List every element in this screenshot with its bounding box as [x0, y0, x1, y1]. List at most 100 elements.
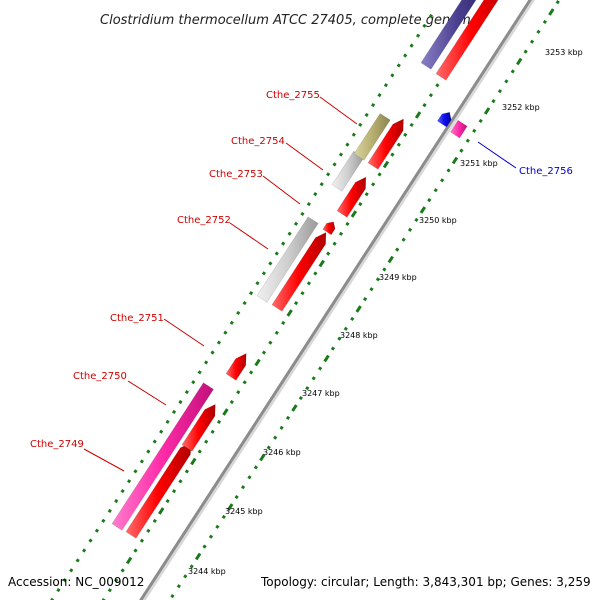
- major-tick: [323, 354, 330, 363]
- minor-tick: [318, 366, 323, 371]
- minor-tick: [114, 498, 119, 504]
- gene-label-cthe-2756[interactable]: Cthe_2756: [519, 166, 573, 177]
- minor-tick: [306, 201, 311, 207]
- gene-label-cthe-2750[interactable]: Cthe_2750: [73, 371, 127, 382]
- minor-tick: [403, 132, 408, 137]
- minor-tick: [298, 396, 303, 401]
- minor-tick: [197, 449, 202, 454]
- minor-tick: [358, 122, 363, 127]
- minor-tick: [337, 336, 342, 341]
- major-tick: [414, 111, 422, 119]
- minor-tick: [202, 544, 207, 549]
- minor-tick: [523, 49, 528, 54]
- minor-tick: [364, 192, 369, 197]
- major-tick: [190, 457, 197, 466]
- major-tick: [451, 156, 459, 165]
- gene-cds-cthe-2754[interactable]: [367, 118, 404, 170]
- gene-bar-navy[interactable]: [420, 0, 494, 70]
- minor-tick: [497, 89, 503, 94]
- minor-tick: [165, 499, 170, 504]
- minor-tick: [242, 380, 247, 385]
- gene-cds-top[interactable]: [435, 0, 509, 81]
- gene-label-cthe-2755[interactable]: Cthe_2755: [266, 90, 320, 101]
- callout-line: [477, 141, 517, 169]
- minor-tick: [375, 277, 380, 282]
- minor-tick: [433, 188, 438, 193]
- minor-tick: [183, 574, 188, 579]
- minor-tick: [536, 29, 541, 34]
- minor-tick: [247, 475, 252, 480]
- gene-cds-cthe-2756-blue[interactable]: [436, 111, 452, 128]
- minor-tick: [313, 192, 318, 197]
- minor-tick: [343, 326, 348, 331]
- minor-tick: [407, 227, 413, 232]
- gene-bar-cthe-2755-olive[interactable]: [353, 113, 391, 161]
- gene-label-cthe-2754[interactable]: Cthe_2754: [231, 136, 285, 147]
- minor-tick: [210, 429, 215, 434]
- minor-tick: [415, 33, 421, 38]
- minor-tick: [229, 320, 234, 325]
- major-tick: [227, 503, 234, 511]
- major-tick: [483, 107, 491, 115]
- gene-cds-cthe-2751[interactable]: [225, 353, 247, 381]
- callout-line: [83, 448, 125, 472]
- minor-tick: [311, 376, 316, 381]
- major-tick: [222, 408, 229, 416]
- kbp-label: 3248 kbp: [340, 331, 378, 340]
- tick-track-right: [170, 0, 560, 599]
- gene-label-cthe-2751[interactable]: Cthe_2751: [110, 313, 164, 324]
- minor-tick: [274, 330, 279, 335]
- kbp-label: 3245 kbp: [225, 507, 263, 516]
- minor-tick: [383, 83, 389, 88]
- gene-bar-cthe-2752-gray[interactable]: [256, 216, 319, 303]
- backbone-shadow: [139, 0, 536, 600]
- gene-label-cthe-2749[interactable]: Cthe_2749: [30, 439, 84, 450]
- gene-label-cthe-2752[interactable]: Cthe_2752: [177, 215, 231, 226]
- minor-tick: [305, 386, 310, 391]
- minor-tick: [94, 528, 100, 533]
- minor-tick: [294, 301, 299, 306]
- minor-tick: [338, 152, 344, 157]
- minor-tick: [229, 400, 234, 405]
- minor-tick: [236, 390, 241, 395]
- minor-tick: [382, 267, 387, 272]
- minor-tick: [176, 584, 181, 589]
- minor-tick: [101, 598, 106, 600]
- gene-label-cthe-2753[interactable]: Cthe_2753: [209, 169, 263, 180]
- major-tick: [382, 160, 390, 169]
- minor-tick: [555, 0, 560, 5]
- minor-tick: [440, 178, 445, 183]
- minor-tick: [146, 528, 151, 533]
- minor-tick: [261, 350, 267, 355]
- backbone-group: [139, 0, 536, 600]
- minor-tick: [216, 340, 222, 345]
- minor-tick: [249, 291, 254, 296]
- gene-cds-cthe-2752[interactable]: [271, 232, 327, 312]
- minor-tick: [126, 479, 132, 484]
- minor-tick: [146, 449, 151, 454]
- minor-tick: [279, 425, 284, 430]
- gene-bar-cthe-2749-magenta[interactable]: [111, 382, 214, 531]
- kbp-label: 3244 kbp: [188, 567, 226, 576]
- kbp-label: 3247 kbp: [302, 389, 340, 398]
- kbp-label: 3252 kbp: [502, 103, 540, 112]
- minor-tick: [409, 122, 414, 127]
- minor-tick: [101, 518, 106, 523]
- minor-tick: [428, 13, 433, 19]
- minor-tick: [268, 340, 273, 345]
- minor-tick: [401, 237, 406, 242]
- major-tick: [387, 255, 394, 264]
- minor-tick: [313, 271, 318, 276]
- gene-cds-cthe-2753a[interactable]: [322, 221, 336, 236]
- gene-bar-cthe-2756-magenta[interactable]: [449, 119, 468, 139]
- callout-line: [163, 318, 205, 347]
- gene-cds-cthe-2753[interactable]: [336, 176, 367, 218]
- gene-cds-cthe-2750[interactable]: [181, 403, 216, 452]
- callout-line: [319, 96, 358, 125]
- minor-tick: [273, 435, 278, 440]
- major-tick: [419, 206, 427, 214]
- minor-tick: [204, 360, 209, 365]
- major-tick: [286, 309, 293, 317]
- summary-text: Topology: circular; Length: 3,843,301 bp…: [260, 575, 591, 589]
